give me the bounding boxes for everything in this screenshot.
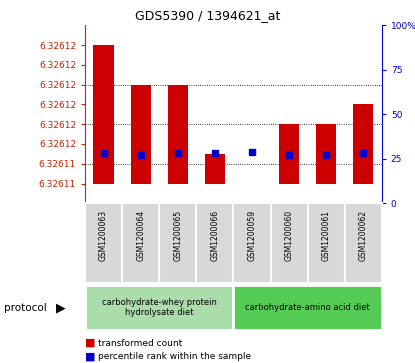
Text: carbohydrate-whey protein
hydrolysate diet: carbohydrate-whey protein hydrolysate di… (102, 298, 217, 317)
Text: ■: ■ (85, 338, 95, 348)
Text: transformed count: transformed count (98, 339, 182, 347)
Text: GSM1200059: GSM1200059 (247, 210, 256, 261)
Text: protocol: protocol (4, 303, 47, 313)
Text: GSM1200060: GSM1200060 (285, 210, 293, 261)
Bar (168, 85, 188, 184)
Text: GSM1200065: GSM1200065 (173, 210, 182, 261)
Text: GSM1200061: GSM1200061 (322, 210, 331, 261)
Bar (316, 124, 337, 184)
FancyBboxPatch shape (234, 285, 382, 330)
Text: GSM1200066: GSM1200066 (210, 210, 220, 261)
FancyBboxPatch shape (85, 285, 234, 330)
Text: GSM1200064: GSM1200064 (136, 210, 145, 261)
Text: ▶: ▶ (56, 301, 66, 314)
Text: GSM1200062: GSM1200062 (359, 210, 368, 261)
Bar (130, 85, 151, 184)
Bar (353, 105, 374, 184)
Text: ■: ■ (85, 351, 95, 362)
Bar (205, 154, 225, 184)
Text: GDS5390 / 1394621_at: GDS5390 / 1394621_at (135, 9, 280, 22)
Text: GSM1200063: GSM1200063 (99, 210, 108, 261)
Text: carbohydrate-amino acid diet: carbohydrate-amino acid diet (245, 303, 370, 312)
Bar (279, 124, 299, 184)
Text: percentile rank within the sample: percentile rank within the sample (98, 352, 251, 361)
Bar (93, 45, 114, 184)
